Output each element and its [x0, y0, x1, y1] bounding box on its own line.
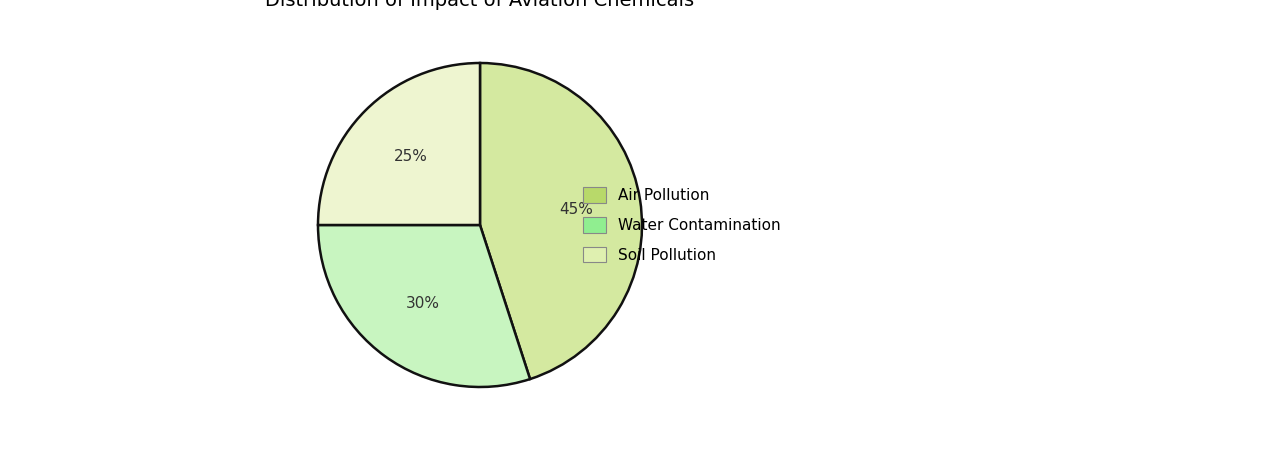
- Wedge shape: [317, 225, 530, 387]
- Text: 45%: 45%: [559, 202, 593, 217]
- Wedge shape: [317, 63, 480, 225]
- Text: 30%: 30%: [406, 296, 440, 311]
- Text: 25%: 25%: [394, 149, 429, 164]
- Wedge shape: [480, 63, 643, 379]
- Title: Distribution of Impact of Aviation Chemicals: Distribution of Impact of Aviation Chemi…: [265, 0, 695, 10]
- Legend: Air Pollution, Water Contamination, Soil Pollution: Air Pollution, Water Contamination, Soil…: [577, 181, 787, 269]
